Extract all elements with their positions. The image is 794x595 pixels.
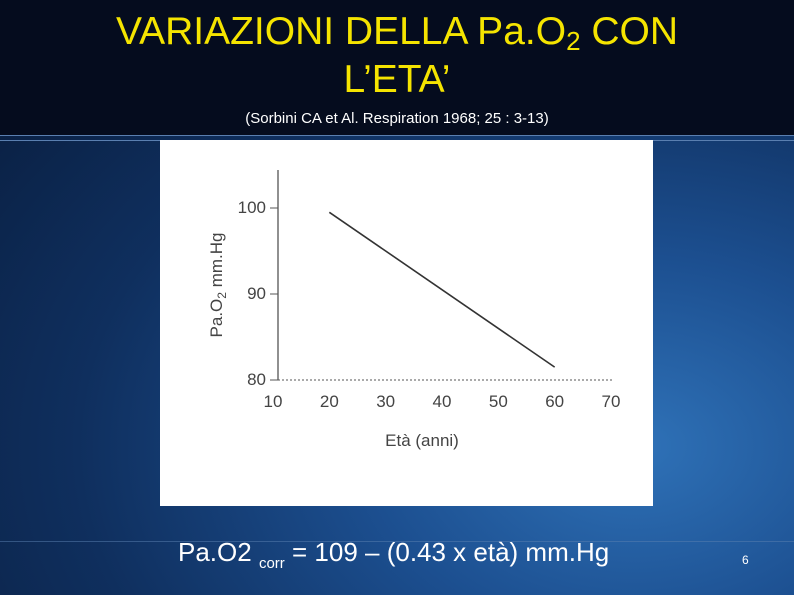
x-tick-label: 40: [433, 392, 452, 411]
x-tick-label: 70: [602, 392, 621, 411]
title-line1-end: CON: [580, 10, 679, 53]
x-tick-label: 50: [489, 392, 508, 411]
regression-line: [328, 211, 556, 368]
x-axis-label: Età (anni): [385, 431, 459, 450]
chart-panel: 80 90 100 10 20 30 40 50 60 70 Pa.O2 mm.Hg Età (…: [160, 140, 653, 506]
y-tick-label: 90: [247, 284, 266, 303]
y-axis-label: Pa.O2 mm.Hg: [207, 233, 229, 338]
title-band: [0, 0, 794, 135]
footer-divider: [0, 541, 794, 542]
formula-start: Pa.O2: [178, 537, 259, 567]
formula-end: = 109 – (0.43 x età) mm.Hg: [284, 537, 610, 567]
title-subscript: 2: [566, 26, 581, 56]
page-number: 6: [742, 553, 749, 567]
x-tick-label: 10: [264, 392, 283, 411]
title-line2: L’ETA’: [343, 58, 451, 101]
y-tick-label: 100: [238, 198, 266, 217]
y-tick-label: 80: [247, 370, 266, 389]
slide-title: VARIAZIONI DELLA Pa.O2 CON L’ETA’: [0, 8, 794, 104]
formula-subscript: corr: [258, 555, 285, 572]
x-tick-label: 30: [376, 392, 395, 411]
line-chart: 80 90 100 10 20 30 40 50 60 70 Pa.O2 mm.Hg Età (…: [207, 170, 621, 450]
regression-formula: Pa.O2 corr = 109 – (0.43 x età) mm.Hg: [178, 537, 610, 571]
title-line1: VARIAZIONI DELLA Pa.O: [115, 10, 567, 53]
header-divider: [0, 135, 794, 136]
citation: (Sorbini CA et Al. Respiration 1968; 25 …: [245, 110, 549, 127]
x-tick-label: 20: [320, 392, 339, 411]
x-tick-label: 60: [545, 392, 564, 411]
